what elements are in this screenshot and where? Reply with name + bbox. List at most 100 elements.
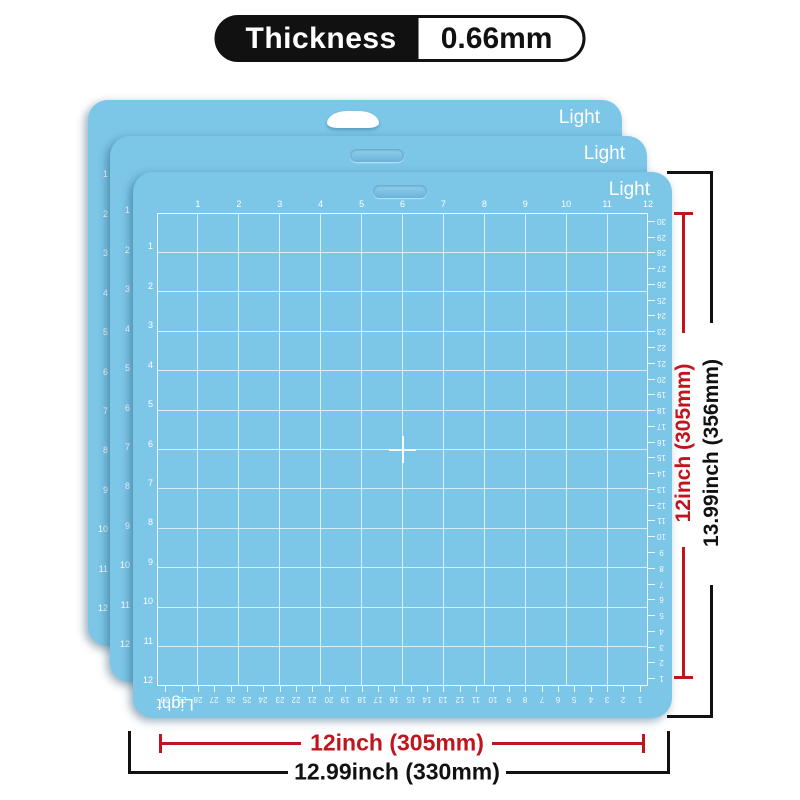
ruler-tick <box>648 378 655 380</box>
ruler-number: 15 <box>657 453 666 463</box>
ruler-number: 30 <box>657 216 666 226</box>
ruler-number: 27 <box>209 695 219 704</box>
dimension-line <box>130 771 288 774</box>
ruler-tick <box>214 686 216 692</box>
ruler-number: 2 <box>621 695 626 704</box>
ruler-number: 8 <box>102 445 108 456</box>
ruler-number: 22 <box>291 695 301 704</box>
ruler-number: 9 <box>102 484 108 495</box>
ruler-number: 3 <box>147 320 153 331</box>
grid-height-label: 12inch (305mm) <box>672 363 695 523</box>
ruler-tick <box>345 686 347 692</box>
ruler-tick <box>443 686 445 692</box>
ruler-tick <box>648 315 655 317</box>
ruler-number: 7 <box>102 405 108 416</box>
ruler-tick <box>648 504 655 506</box>
ruler-number: 13 <box>657 484 666 494</box>
ruler-number: 4 <box>124 323 130 334</box>
ruler-number: 18 <box>657 406 666 416</box>
ruler-tick <box>459 686 461 692</box>
ruler-tick <box>574 686 576 692</box>
dimension-cap <box>159 734 162 753</box>
ruler-number: 5 <box>124 363 130 374</box>
dimension-cap <box>667 731 670 774</box>
ruler-number: 12 <box>142 675 153 685</box>
ruler-number: 12 <box>455 695 465 704</box>
ruler-tick <box>394 686 396 692</box>
ruler-tick <box>279 686 281 692</box>
ruler-number: 3 <box>124 284 130 295</box>
ruler-number: 27 <box>657 264 666 274</box>
dimension-cap <box>674 676 693 679</box>
dimension-line <box>710 171 713 323</box>
ruler-number: 5 <box>359 199 365 209</box>
ruler-number: 5 <box>147 399 153 410</box>
ruler-number: 14 <box>422 695 432 704</box>
ruler-number: 12 <box>97 603 108 613</box>
ruler-number: 10 <box>488 695 497 704</box>
ruler-number: 9 <box>506 695 512 704</box>
ruler-number: 16 <box>657 437 666 447</box>
ruler-number: 21 <box>657 358 666 368</box>
center-crosshair-icon <box>389 436 416 463</box>
dimension-line <box>161 742 301 745</box>
ruler-number: 25 <box>242 695 252 704</box>
ruler-number: 12 <box>642 199 653 209</box>
ruler-number: 6 <box>124 402 130 413</box>
ruler-number: 23 <box>657 327 666 337</box>
ruler-number: 7 <box>539 695 544 704</box>
ruler-tick <box>648 551 655 553</box>
ruler-number: 11 <box>143 635 153 646</box>
ruler-number: 1 <box>102 169 108 180</box>
ruler-tick <box>524 214 526 685</box>
ruler-tick <box>648 646 655 648</box>
ruler-tick <box>648 441 655 443</box>
ruler-number: 2 <box>659 658 664 668</box>
ruler-tick <box>476 686 478 692</box>
ruler-tick <box>158 606 647 608</box>
ruler-number: 10 <box>561 199 572 209</box>
ruler-number: 28 <box>657 248 666 258</box>
ruler-number: 29 <box>657 232 666 242</box>
ruler-number: 3 <box>604 695 610 704</box>
ruler-tick <box>377 686 379 692</box>
hang-hole-icon <box>350 149 404 162</box>
dimension-cap <box>667 171 713 174</box>
ruler-number: 2 <box>236 199 242 209</box>
ruler-number: 15 <box>406 695 416 704</box>
ruler-number: 1 <box>124 205 130 216</box>
ruler-number: 17 <box>657 421 666 431</box>
ruler-number: 10 <box>657 532 666 542</box>
ruler-tick <box>648 599 655 601</box>
ruler-tick <box>158 488 647 490</box>
ruler-number: 12 <box>657 500 666 510</box>
ruler-number: 10 <box>142 596 153 607</box>
ruler-tick <box>410 686 412 692</box>
ruler-tick <box>648 457 655 459</box>
ruler-tick <box>525 686 527 692</box>
dimension-line <box>682 547 685 678</box>
ruler-number: 6 <box>147 438 153 449</box>
ruler-tick <box>263 686 265 692</box>
ruler-number: 6 <box>102 366 108 377</box>
ruler-tick <box>427 686 429 692</box>
thickness-badge: Thickness 0.66mm <box>214 15 586 62</box>
ruler-number: 16 <box>389 695 399 704</box>
ruler-number: 6 <box>399 199 405 209</box>
ruler-tick <box>492 686 494 692</box>
ruler-number: 10 <box>97 524 108 535</box>
ruler-number: 22 <box>657 343 666 353</box>
ruler-number: 23 <box>275 695 285 704</box>
ruler-tick <box>648 299 655 301</box>
ruler-tick <box>590 686 592 692</box>
ruler-number: 8 <box>659 563 664 573</box>
ruler-tick <box>181 686 183 692</box>
ruler-tick <box>648 362 655 364</box>
cutting-mat-front: Light 1 2 3 4 5 6 7 8 9 10 11 12 1 2 3 4 5 6 7 8 9 10 11 12 30… <box>133 172 672 718</box>
ruler-number: 11 <box>120 599 130 610</box>
mat-width-label: 12.99inch (330mm) <box>294 758 500 785</box>
ruler-number: 6 <box>659 595 664 605</box>
ruler-number: 5 <box>572 695 577 704</box>
ruler-tick <box>247 686 249 692</box>
ruler-number: 18 <box>357 695 367 704</box>
